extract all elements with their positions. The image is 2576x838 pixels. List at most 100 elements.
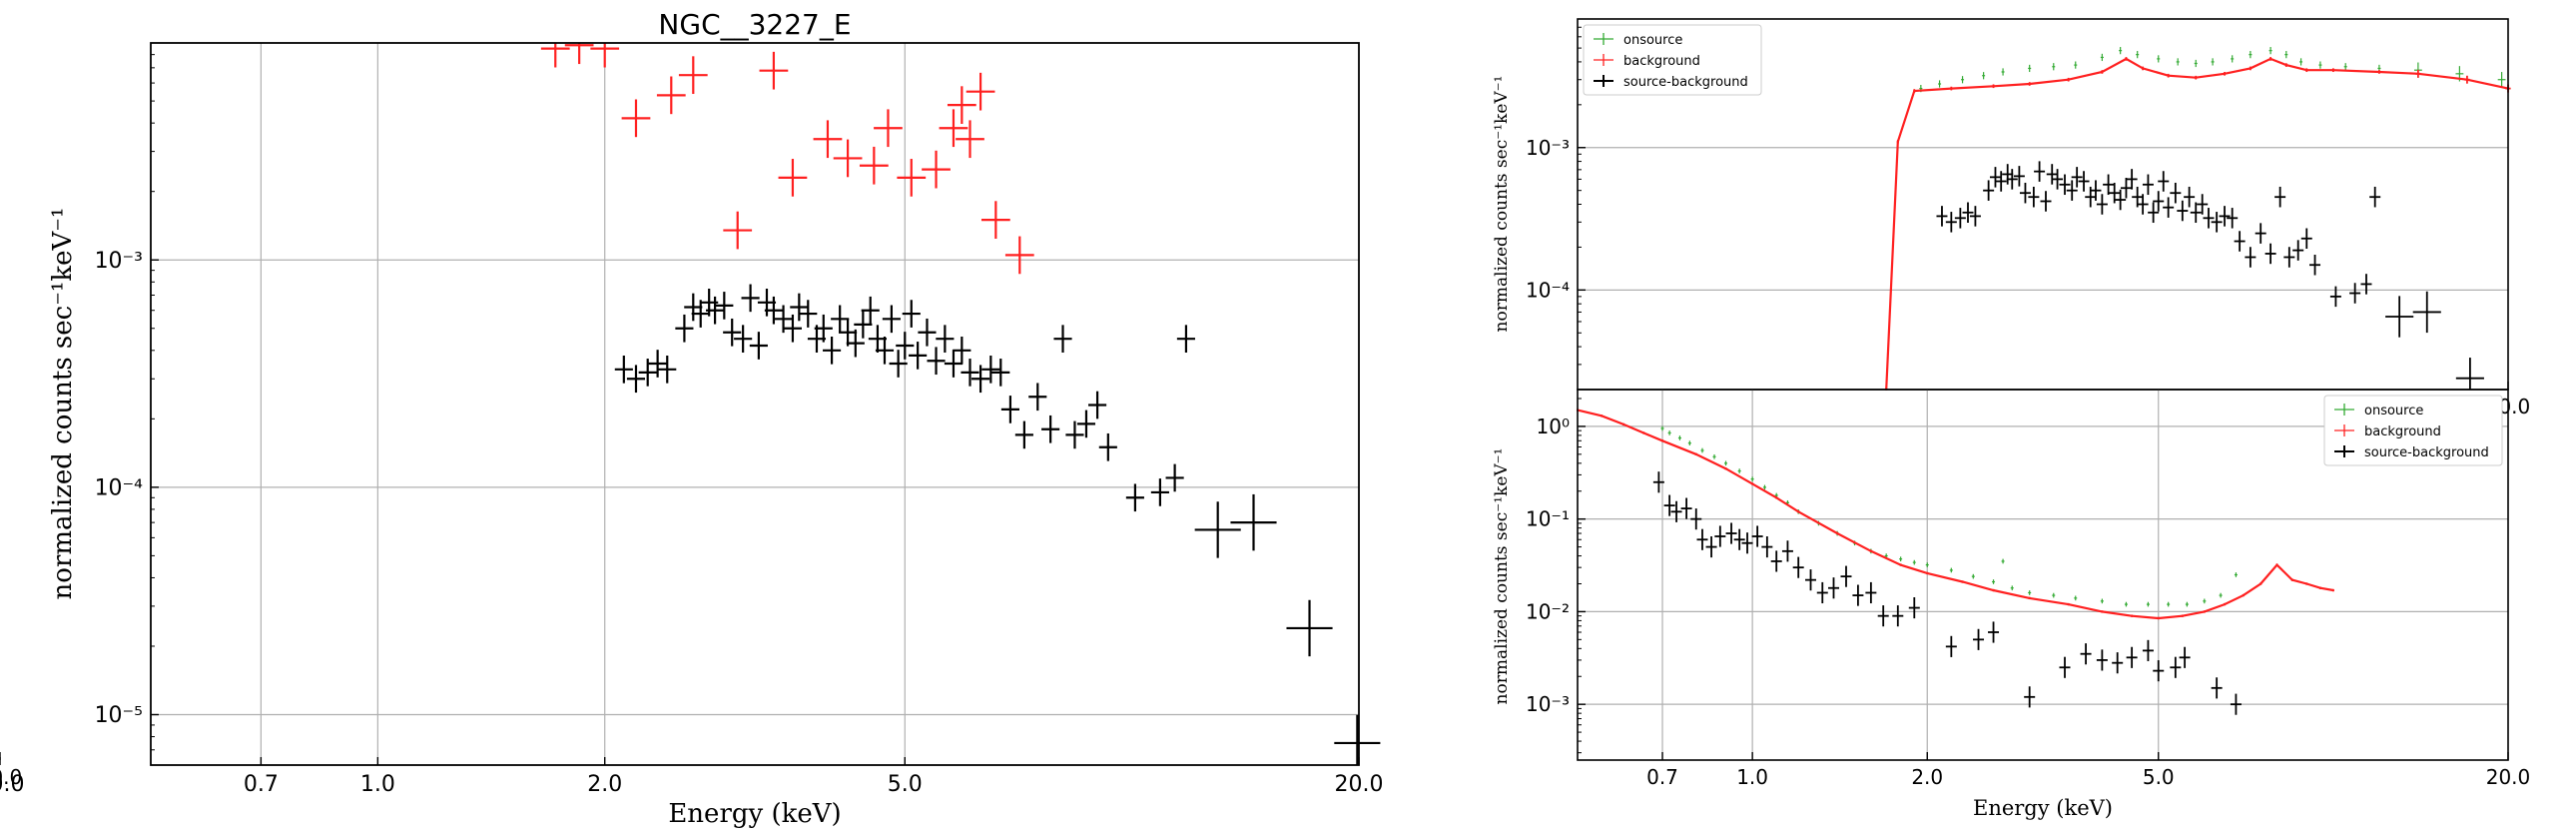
bottom-ticks: 0.7 1.0 2.0 5.0 10.0 20.0 10⁻³ 10⁻² 10⁻¹ 10⁰ [0,398,2531,789]
bottom-series-source_background-point [2179,646,2191,668]
top-series-source_background-point [2078,171,2090,192]
bottom-series-background-point [2181,614,2184,617]
main-series-source_background-point [1286,599,1333,657]
top-series-onsource-point [2211,58,2215,66]
bottom-series-background-point [2224,602,2227,606]
top-series-source_background-point [2264,243,2276,265]
top-series-source_background-point [2227,208,2239,229]
top-series-onsource-point [2136,51,2140,59]
bottom-series-background-point [1622,422,1625,426]
main-series-source_background-point [764,296,783,325]
main-series-source_background-point [831,305,850,334]
main-series-background-point [759,51,789,90]
main-series-background-point [874,109,903,148]
bottom-y-tick-label: 10⁰ [1537,415,1570,438]
bottom-plot-frame [1577,389,2509,761]
top-series-background-point [2377,70,2380,74]
top-chart: 20.010⁻⁴10⁻³ normalized counts sec⁻¹keV⁻… [1492,18,2530,419]
bottom-series-onsource-point [1925,562,1929,567]
top-series-onsource-point [2001,68,2005,76]
main-series-source_background-point [875,336,895,365]
bottom-series-source_background-point [1988,621,2000,643]
bottom-series-onsource-point [1667,430,1671,435]
top-series-onsource-point [2249,51,2253,59]
top-series-source_background-point [2013,166,2025,187]
top-series-background-point [2101,70,2104,74]
main-series-source_background-point [861,296,880,325]
main-y-tick-label: 10⁻³ [95,249,143,274]
top-series-source_background-point [2360,274,2372,295]
bottom-series-background-point [2331,588,2334,592]
bottom-y-tick-label: 10⁻¹ [1526,507,1570,531]
main-ticks: 0.7 1.0 2.0 5.0 10.0 20.0 10⁻⁵ 10⁻⁴ 10⁻³ [0,54,1383,797]
bottom-series-source_background-point [1690,508,1702,530]
bottom-grid [1578,390,2508,760]
bottom-series-background-point [1899,563,1902,566]
main-series-background-point [778,159,808,197]
bottom-series-source_background-point [1670,500,1682,522]
top-series-source_background-point [2071,167,2083,188]
top-series-source_background-point [2040,191,2052,212]
bottom-series-source_background-point [1816,581,1828,604]
main-series-source_background-point [648,350,667,378]
main-x-tick-label: 1.0 [360,772,395,797]
bottom-series-source_background-point [1973,628,1985,650]
main-x-tick-label: 0.7 [244,772,279,797]
top-series-source_background-point [2034,161,2046,182]
bottom-series-source_background-point [2080,643,2092,665]
top-series-source_background-point [2052,169,2064,190]
bottom-series-source_background-point [2112,652,2124,674]
top-series-source_background-point [2254,223,2266,244]
bottom-series-onsource-point [1992,579,1996,584]
top-series-source_background-point [2148,202,2160,224]
top-series-background-point [2067,77,2070,82]
bottom-series-background-point [1601,415,1604,418]
bottom-series-background-point [2305,582,2308,585]
bottom-series-onsource-point [1700,447,1704,453]
bottom-series-source_background-point [2153,660,2165,682]
top-series-source_background-point [2203,208,2215,229]
main-series-source_background-point [936,325,955,353]
top-series-source_background-point [2170,182,2182,204]
top-series-source_background-point [2309,254,2321,276]
main-series-background-point [947,86,976,124]
bottom-x-tick-label: 1.0 [1736,765,1768,789]
bottom-series-onsource-point [1737,468,1741,473]
bottom-y-axis-label: normalized counts sec⁻¹keV⁻¹ [1492,448,1512,705]
bottom-series-background-point [1926,571,1929,575]
top-series-source_background-point [1989,167,2001,188]
top-series-source_background-point [2412,291,2441,334]
top-series-source_background-point [2115,189,2127,211]
top-series-onsource-point [2318,61,2322,69]
bottom-x-tick-label: 20.0 [2486,765,2531,789]
main-series-source_background-point [1150,478,1169,506]
bottom-series-onsource-point [1712,453,1716,459]
main-series-source_background-point [823,336,842,365]
bottom-series-source_background-point [1705,536,1717,558]
top-series-source_background-point [2329,286,2341,308]
main-series-source_background-point [734,325,753,353]
top-series-background-line [1885,57,2509,391]
main-series-background-point [922,150,951,189]
top-series-background-point [2464,75,2470,84]
main-series-source_background-point [638,359,657,387]
main-series-source_background-point [918,318,937,347]
bottom-series-onsource-point [2234,572,2238,577]
top-series-source_background-point [2369,186,2381,208]
main-series-source_background-point [854,311,873,339]
top-series-source_background-point [2137,194,2149,215]
top-series-onsource-point [2231,55,2235,63]
bottom-legend-label-onsource: onsource [2364,404,2423,419]
top-series-background-point [2125,57,2128,61]
bottom-series-onsource-point [1971,573,1975,579]
main-series-source_background-point [889,350,908,378]
main-series-source_background-point [1065,420,1084,449]
main-series-background-point [966,72,995,111]
bottom-series-background-point [2318,586,2321,589]
bottom-legend-label-background: background [2364,424,2441,439]
top-series-onsource-point [2028,64,2032,73]
bottom-series-onsource-point [2146,601,2150,607]
main-series-source_background-point [706,296,725,325]
main-series-source_background-point [1098,432,1117,461]
bottom-series-source_background-point [1761,536,1773,558]
